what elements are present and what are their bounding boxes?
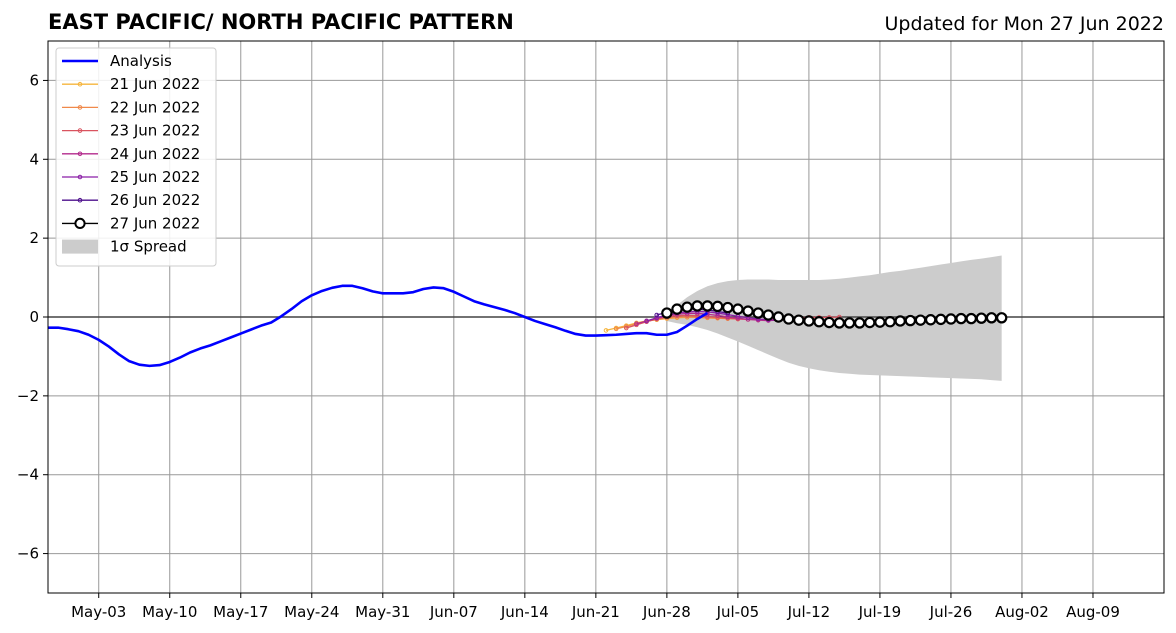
forecast-point — [654, 312, 660, 318]
current-forecast-point — [833, 317, 846, 329]
current-forecast-point — [904, 314, 917, 327]
legend-box — [55, 47, 217, 267]
legend-entry: 24 Jun 2022 — [62, 145, 200, 163]
x-tick-label: Jun-28 — [642, 603, 691, 621]
current-forecast-point — [955, 312, 967, 325]
legend-label: 24 Jun 2022 — [110, 145, 200, 163]
chart-subtitle: Updated for Mon 27 Jun 2022 — [885, 13, 1164, 35]
x-tick-label: Jun-07 — [429, 603, 478, 621]
legend-forecast-marker — [77, 81, 83, 87]
x-tick-label: May-10 — [142, 603, 197, 621]
forecast-point — [654, 315, 660, 321]
legend-current-marker — [74, 217, 86, 229]
current-forecast-point — [975, 312, 988, 324]
y-tick-label: 4 — [29, 150, 39, 168]
legend-spread-swatch — [62, 239, 98, 254]
forecast-point — [623, 325, 629, 331]
forecast-point — [634, 321, 639, 327]
current-forecast-point — [853, 317, 866, 329]
y-tick-label: 2 — [29, 229, 39, 247]
y-tick-label: 6 — [29, 71, 39, 89]
current-forecast-point — [823, 316, 835, 329]
y-tick-label: 0 — [29, 308, 39, 326]
legend-entry: 25 Jun 2022 — [62, 168, 200, 186]
y-tick-label: −4 — [17, 466, 39, 484]
current-forecast-point — [752, 307, 764, 319]
forecast-point — [613, 326, 619, 332]
current-forecast-point — [985, 312, 998, 324]
current-forecast-point — [661, 307, 673, 319]
x-tick-label: Aug-09 — [1066, 603, 1120, 621]
legend-entry: 23 Jun 2022 — [62, 122, 200, 140]
current-forecast-point — [914, 314, 927, 326]
forecast-point — [603, 328, 609, 333]
current-forecast-point — [732, 303, 744, 315]
current-forecast-point — [945, 313, 957, 325]
x-tick-label: May-17 — [213, 603, 268, 621]
current-forecast-point — [935, 313, 947, 326]
legend-entry: 22 Jun 2022 — [62, 98, 200, 116]
y-tick-label: −2 — [17, 387, 39, 405]
plot-area: May-03 May-10 May-17 May-24 May-31 Jun-07 Jun-… — [17, 40, 1165, 621]
x-tick-label: May-24 — [284, 603, 339, 621]
legend-label: 21 Jun 2022 — [110, 75, 200, 93]
current-forecast-point — [924, 314, 937, 326]
legend-forecast-marker — [77, 197, 83, 203]
legend-label: 22 Jun 2022 — [110, 98, 200, 116]
legend: Analysis 21 Jun 2022 22 Jun 2022 23 Jun 202… — [55, 47, 217, 267]
chart-title: EAST PACIFIC/ NORTH PACIFIC PATTERN — [48, 10, 514, 34]
legend-label: 26 Jun 2022 — [110, 191, 200, 209]
current-forecast-point — [711, 300, 724, 313]
forecast-point — [644, 318, 649, 324]
y-tick-label: −6 — [17, 545, 39, 563]
current-forecast-point — [874, 316, 886, 328]
legend-forecast-marker — [77, 174, 83, 180]
x-tick-label: May-31 — [355, 603, 410, 621]
current-forecast-point — [671, 303, 683, 315]
current-forecast-point — [782, 313, 795, 325]
current-forecast-point — [965, 312, 977, 325]
legend-entry: 27 Jun 2022 — [62, 214, 200, 232]
legend-forecast-marker — [77, 128, 83, 133]
x-tick-label: Jul-05 — [716, 603, 760, 621]
spread-band — [666, 255, 1002, 381]
x-tick-label: Aug-02 — [995, 603, 1049, 621]
legend-label: 23 Jun 2022 — [110, 122, 200, 140]
current-forecast-point — [803, 315, 815, 327]
legend-forecast-marker — [77, 151, 83, 157]
current-forecast-point — [701, 300, 714, 312]
x-tick-label: Jul-12 — [787, 603, 831, 621]
x-tick-label: Jul-19 — [858, 603, 902, 621]
legend-label: 1σ Spread — [110, 238, 187, 256]
current-forecast-point — [772, 311, 785, 323]
current-forecast-point — [894, 315, 906, 327]
x-tick-label: Jun-21 — [571, 603, 620, 621]
legend-entry: Analysis — [62, 52, 172, 70]
legend-label: 25 Jun 2022 — [110, 168, 200, 186]
current-forecast-point — [793, 314, 805, 326]
legend-label: Analysis — [110, 52, 172, 70]
legend-entry: 21 Jun 2022 — [62, 75, 200, 93]
legend-entry: 26 Jun 2022 — [62, 191, 200, 209]
current-forecast-point — [995, 312, 1008, 324]
current-forecast-point — [864, 316, 876, 329]
current-forecast-point — [691, 300, 704, 312]
legend-forecast-marker — [77, 105, 83, 110]
x-tick-label: Jun-14 — [500, 603, 549, 621]
legend-entry: 1σ Spread — [62, 238, 187, 256]
x-tick-label: May-03 — [71, 603, 126, 621]
current-forecast-point — [884, 316, 896, 328]
legend-label: 27 Jun 2022 — [110, 214, 200, 232]
current-forecast-point — [742, 305, 754, 317]
current-forecast-point — [681, 301, 693, 313]
current-forecast-point — [722, 301, 734, 314]
x-tick-label: Jul-26 — [929, 603, 973, 621]
current-forecast-point — [813, 316, 825, 328]
forecast-point — [623, 324, 629, 329]
current-forecast-point — [762, 309, 775, 321]
current-forecast-point — [843, 317, 856, 329]
analysis-line — [48, 284, 709, 368]
